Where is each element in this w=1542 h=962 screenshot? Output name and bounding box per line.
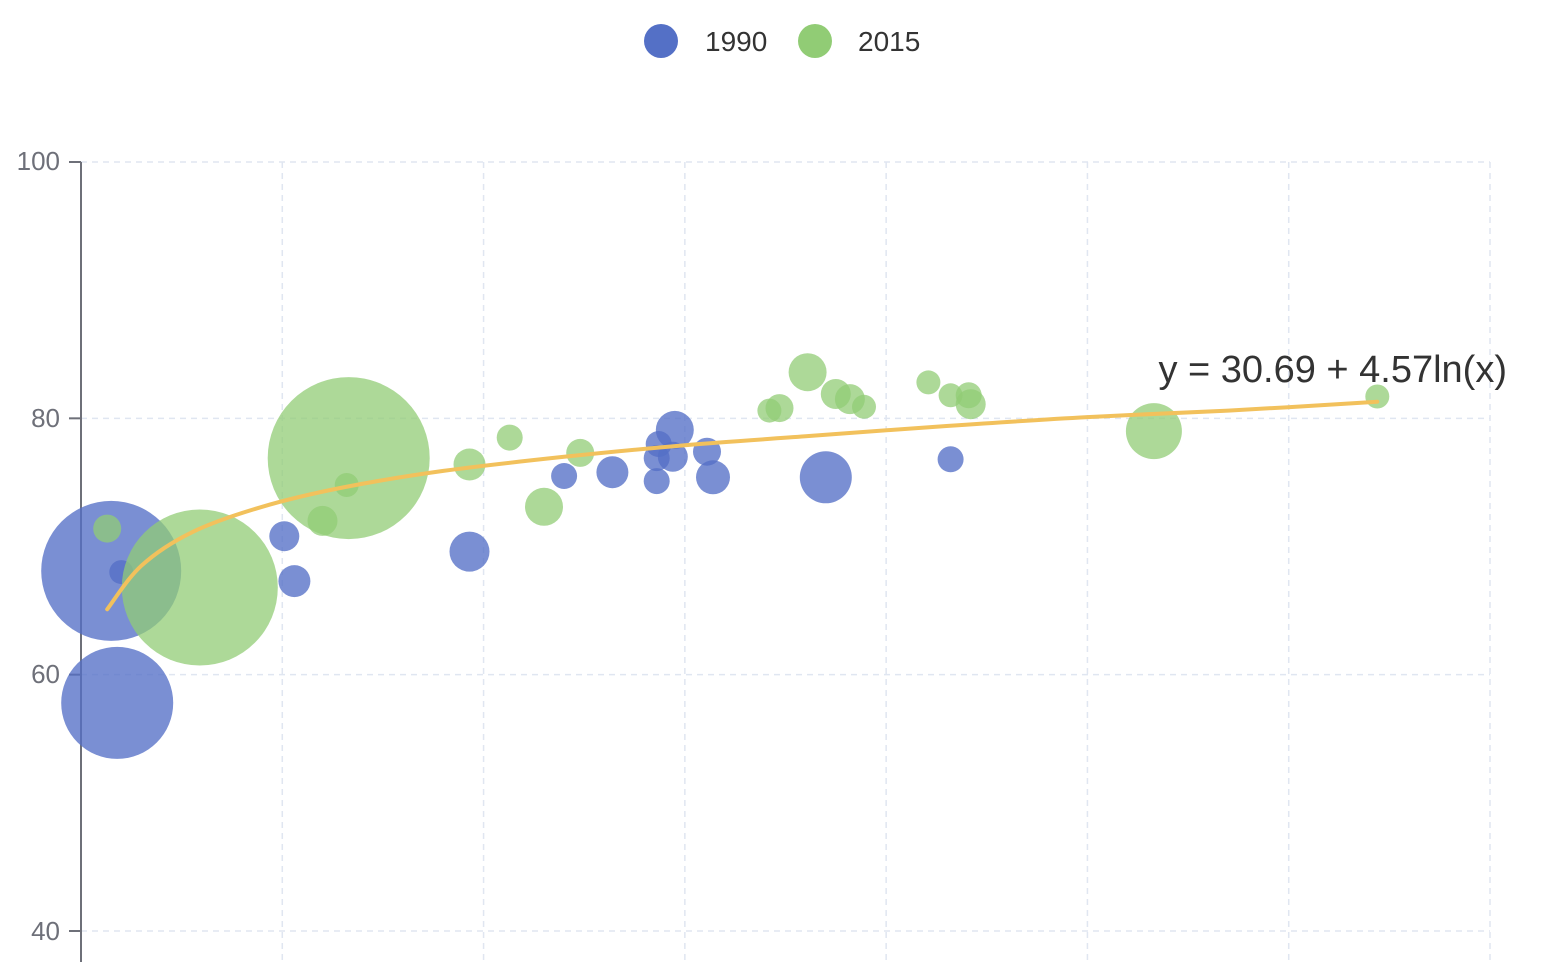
bubble-1990[interactable] xyxy=(596,456,629,489)
bubble-1990[interactable] xyxy=(449,531,490,572)
legend-label-1990: 1990 xyxy=(705,26,767,57)
bubble-1990[interactable] xyxy=(657,441,688,472)
bubble-2015[interactable] xyxy=(453,448,486,481)
trendline-equation: y = 30.69 + 4.57ln(x) xyxy=(1158,349,1507,391)
bubble-2015[interactable] xyxy=(1125,403,1182,460)
bubble-1990[interactable] xyxy=(278,565,311,598)
bubble-2015[interactable] xyxy=(916,370,941,395)
legend: 1990 2015 xyxy=(644,24,920,58)
bubble-2015[interactable] xyxy=(525,487,563,526)
y-tick-label: 80 xyxy=(31,403,60,433)
bubble-2015[interactable] xyxy=(93,514,122,543)
legend-marker-1990 xyxy=(644,24,678,58)
bubble-1990[interactable] xyxy=(269,521,300,552)
bubble-1990[interactable] xyxy=(937,446,964,473)
legend-label-2015: 2015 xyxy=(858,26,920,57)
bubble-1990[interactable] xyxy=(551,463,578,489)
bubble-2015[interactable] xyxy=(566,438,595,467)
grid xyxy=(81,161,1491,962)
bubble-1990[interactable] xyxy=(799,451,852,504)
bubble-2015[interactable] xyxy=(955,389,986,420)
y-tick-label: 40 xyxy=(31,916,60,946)
bubble-1990[interactable] xyxy=(655,410,694,449)
bubble-1990[interactable] xyxy=(643,468,670,495)
trendline xyxy=(105,399,1380,612)
bubble-2015[interactable] xyxy=(765,394,794,423)
y-tick-label: 60 xyxy=(31,659,60,689)
bubble-2015[interactable] xyxy=(496,424,523,451)
legend-item-1990[interactable]: 1990 xyxy=(644,24,767,58)
bubble-2015[interactable] xyxy=(852,394,876,419)
y-tick-label: 100 xyxy=(17,146,60,176)
bubble-1990[interactable] xyxy=(61,646,174,759)
bubbles xyxy=(41,353,1390,759)
bubble-2015[interactable] xyxy=(267,377,430,540)
bubble-1990[interactable] xyxy=(696,460,730,495)
y-axis: 40 60 80 100 xyxy=(17,146,82,962)
legend-item-2015[interactable]: 2015 xyxy=(798,24,920,58)
bubble-2015[interactable] xyxy=(788,353,827,392)
bubble-2015[interactable] xyxy=(121,509,278,666)
legend-marker-2015 xyxy=(798,24,832,58)
trendline-group xyxy=(105,399,1380,612)
